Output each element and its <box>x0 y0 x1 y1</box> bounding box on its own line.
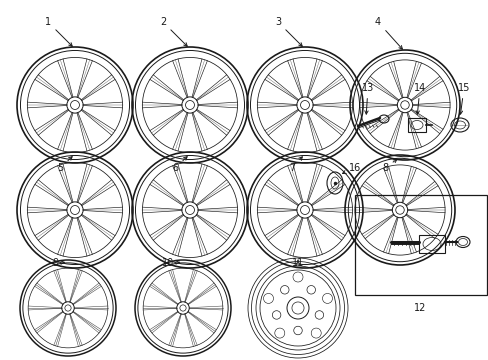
Text: 1: 1 <box>45 17 72 46</box>
Text: 16: 16 <box>342 163 360 174</box>
Bar <box>407 118 425 132</box>
Text: 10: 10 <box>162 258 180 268</box>
Bar <box>418 235 444 253</box>
Text: 8: 8 <box>381 159 396 173</box>
Text: 13: 13 <box>361 83 373 114</box>
Text: 11: 11 <box>291 258 304 268</box>
Text: 6: 6 <box>172 157 187 173</box>
Text: 7: 7 <box>288 157 302 173</box>
Text: 12: 12 <box>413 303 426 313</box>
Bar <box>354 195 486 295</box>
Text: 9: 9 <box>52 258 64 268</box>
Text: 15: 15 <box>457 83 469 114</box>
Text: 5: 5 <box>57 157 72 173</box>
Text: 14: 14 <box>413 83 425 114</box>
Text: 2: 2 <box>160 17 187 46</box>
Text: 4: 4 <box>374 17 402 49</box>
Text: 3: 3 <box>274 17 302 46</box>
